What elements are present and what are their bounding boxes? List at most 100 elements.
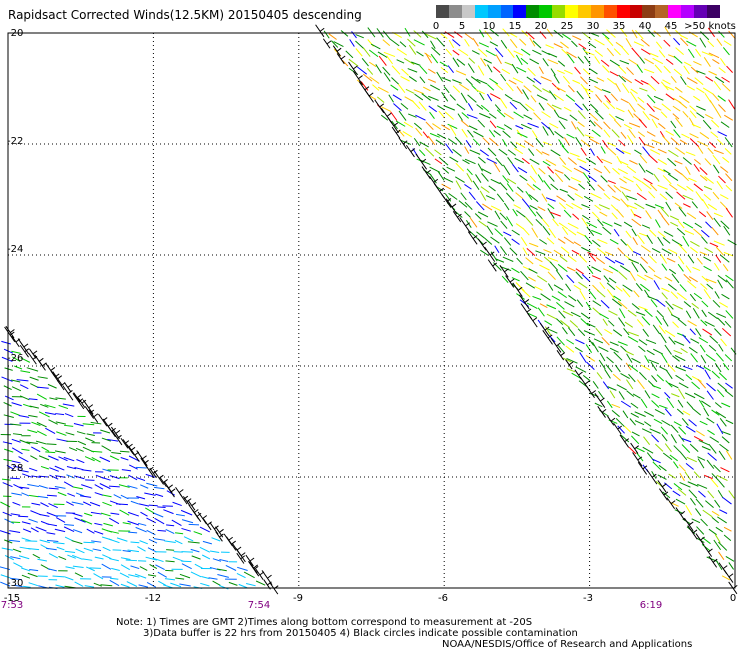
wind-barb: [686, 401, 694, 409]
edge-barb: [594, 393, 606, 408]
wind-barb: [11, 350, 21, 354]
wind-barb: [722, 264, 729, 272]
wind-barb: [120, 583, 130, 588]
wind-barb: [411, 99, 421, 110]
wind-barb: [713, 212, 723, 218]
colorbar-label: 35: [612, 21, 626, 32]
wind-barb: [487, 93, 493, 102]
wind-barb: [585, 301, 592, 311]
wind-barb: [566, 274, 575, 284]
wind-barb: [100, 512, 111, 517]
wind-barb: [699, 251, 708, 256]
wind-barb: [429, 111, 435, 119]
wind-barb: [574, 102, 583, 111]
wind-barb: [438, 110, 446, 119]
wind-barb: [515, 282, 525, 292]
wind-barb: [652, 458, 661, 464]
wind-barb: [130, 565, 140, 570]
wind-barb: [709, 335, 719, 344]
wind-barb: [680, 348, 688, 354]
wind-barb: [625, 350, 634, 356]
edge-barb-tick: [560, 352, 566, 356]
wind-barb: [657, 209, 664, 217]
wind-barb: [668, 268, 677, 275]
wind-barb: [682, 410, 691, 416]
colorbar-label: 30: [586, 21, 600, 32]
wind-barb: [475, 174, 482, 183]
wind-barb: [671, 239, 683, 247]
wind-barb: [490, 93, 501, 100]
wind-barb: [27, 548, 40, 551]
wind-barb: [29, 376, 39, 381]
wind-barb: [127, 485, 138, 489]
wind-barb: [119, 450, 130, 453]
edge-barb-tick: [402, 140, 408, 145]
colorbar-segment: [461, 5, 475, 18]
wind-barb: [718, 541, 728, 551]
wind-barb: [108, 485, 120, 488]
edge-barb: [215, 531, 223, 542]
wind-barb: [547, 257, 559, 262]
wind-barb: [547, 52, 558, 58]
wind-barb: [686, 185, 694, 192]
wind-barb: [425, 121, 434, 130]
wind-barb: [714, 262, 720, 271]
wind-barb: [209, 550, 220, 553]
wind-barb: [714, 499, 721, 508]
wind-barb: [613, 119, 622, 128]
wind-barb: [520, 48, 531, 56]
wind-barb: [615, 83, 621, 92]
wind-barb: [678, 243, 688, 254]
wind-barb: [64, 523, 75, 526]
wind-barb: [660, 111, 668, 118]
edge-barb-tick: [231, 540, 237, 545]
wind-barb: [613, 184, 622, 193]
wind-barb: [697, 378, 707, 389]
wind-barb: [691, 302, 700, 309]
wind-barb: [479, 190, 487, 201]
wind-barb: [345, 50, 354, 59]
wind-barb: [642, 446, 654, 454]
edge-barb-tick: [634, 445, 639, 450]
edge-barb-tick: [319, 27, 325, 32]
wind-barb: [515, 54, 523, 66]
wind-barb: [679, 481, 691, 488]
edge-barb-tick: [662, 483, 667, 488]
wind-barb: [561, 145, 569, 154]
wind-barb: [714, 328, 722, 337]
wind-barb: [465, 78, 473, 86]
wind-barb: [588, 68, 598, 75]
wind-barb: [500, 220, 508, 229]
wind-barb: [464, 211, 471, 218]
wind-barb: [396, 48, 408, 56]
wind-barb: [607, 184, 616, 193]
wind-barb: [682, 203, 691, 208]
wind-barb: [626, 243, 634, 253]
wind-barb: [21, 521, 31, 525]
wind-barb: [607, 147, 617, 156]
wind-barb: [47, 568, 57, 572]
wind-barb: [611, 212, 618, 220]
wind-barb: [537, 307, 545, 317]
wind-barb: [481, 172, 489, 182]
wind-barb: [64, 576, 74, 581]
wind-barb: [120, 457, 129, 461]
wind-barb: [620, 373, 630, 379]
wind-barb: [512, 208, 518, 217]
wind-barb: [696, 70, 706, 75]
wind-barb: [66, 501, 74, 506]
wind-barb: [540, 293, 551, 301]
wind-barb: [664, 26, 672, 37]
wind-barb: [705, 500, 714, 509]
wind-barb: [693, 471, 701, 478]
wind-barb: [651, 118, 658, 129]
wind-barb: [692, 307, 700, 319]
wind-barb: [361, 57, 369, 67]
wind-barb: [109, 579, 120, 587]
wind-barb: [58, 456, 68, 462]
wind-barb: [76, 459, 85, 464]
wind-barb: [682, 157, 692, 165]
wind-barb: [686, 40, 697, 47]
edge-barb-tick: [368, 92, 374, 97]
wind-barb: [485, 50, 496, 57]
